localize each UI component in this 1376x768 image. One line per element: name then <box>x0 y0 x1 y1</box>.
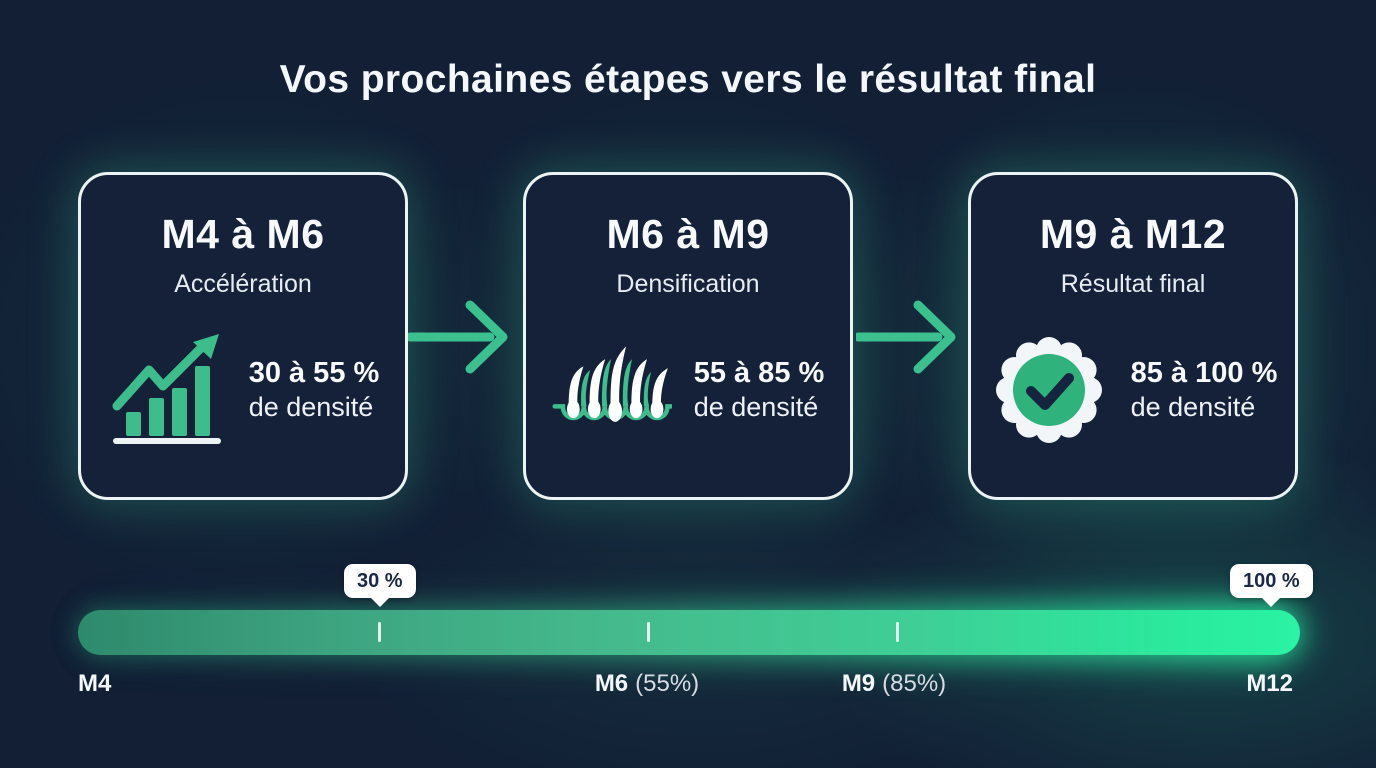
month-detail: (55%) <box>635 670 700 697</box>
density-label: de densité <box>248 392 374 423</box>
tooltip-30-percent: 30 % <box>344 564 416 598</box>
progress-tick-85 <box>896 622 899 642</box>
badge-check-icon <box>989 329 1109 451</box>
growth-bar-chart-icon <box>107 329 227 451</box>
density-range: 85 à 100 % <box>1130 356 1278 389</box>
month-label: M4 <box>78 670 112 697</box>
density-range: 30 à 55 % <box>248 356 380 389</box>
density-progress-bar <box>78 610 1300 655</box>
timeline-label-m9: M9 (85%) <box>842 670 946 698</box>
timeline-label-m12: M12 <box>1246 670 1300 698</box>
stage-card-m9-m12: M9 à M12 Résultat final <box>968 172 1298 500</box>
month-label: M6 <box>594 670 629 697</box>
density-range: 55 à 85 % <box>693 356 825 389</box>
stage-range: M6 à M9 <box>606 211 770 257</box>
month-label: M12 <box>1246 670 1293 697</box>
stage-phase: Densification <box>616 270 760 298</box>
stage-card-m6-m9: M6 à M9 Densification <box>523 172 853 500</box>
hair-follicles-icon <box>552 329 678 451</box>
stage-phase: Accélération <box>174 270 312 298</box>
density-label: de densité <box>693 392 819 423</box>
progress-tick-30 <box>378 622 381 642</box>
density-label: de densité <box>1130 392 1256 423</box>
month-detail: (85%) <box>882 670 947 697</box>
timeline-label-m6: M6 (55%) <box>595 670 699 698</box>
month-label: M9 <box>841 670 876 697</box>
tooltip-100-percent: 100 % <box>1230 564 1313 598</box>
stage-card-m4-m6: M4 à M6 Accélération 30 à 55 % de densit… <box>78 172 408 500</box>
stage-range: M4 à M6 <box>161 211 325 257</box>
progress-tick-55 <box>647 622 650 642</box>
stage-phase: Résultat final <box>1060 270 1206 298</box>
arrow-right-icon <box>408 300 508 374</box>
page-title: Vos prochaines étapes vers le résultat f… <box>279 58 1097 101</box>
timeline-label-m4: M4 <box>78 670 118 698</box>
stage-range: M9 à M12 <box>1039 211 1227 257</box>
arrow-right-icon <box>856 300 956 374</box>
